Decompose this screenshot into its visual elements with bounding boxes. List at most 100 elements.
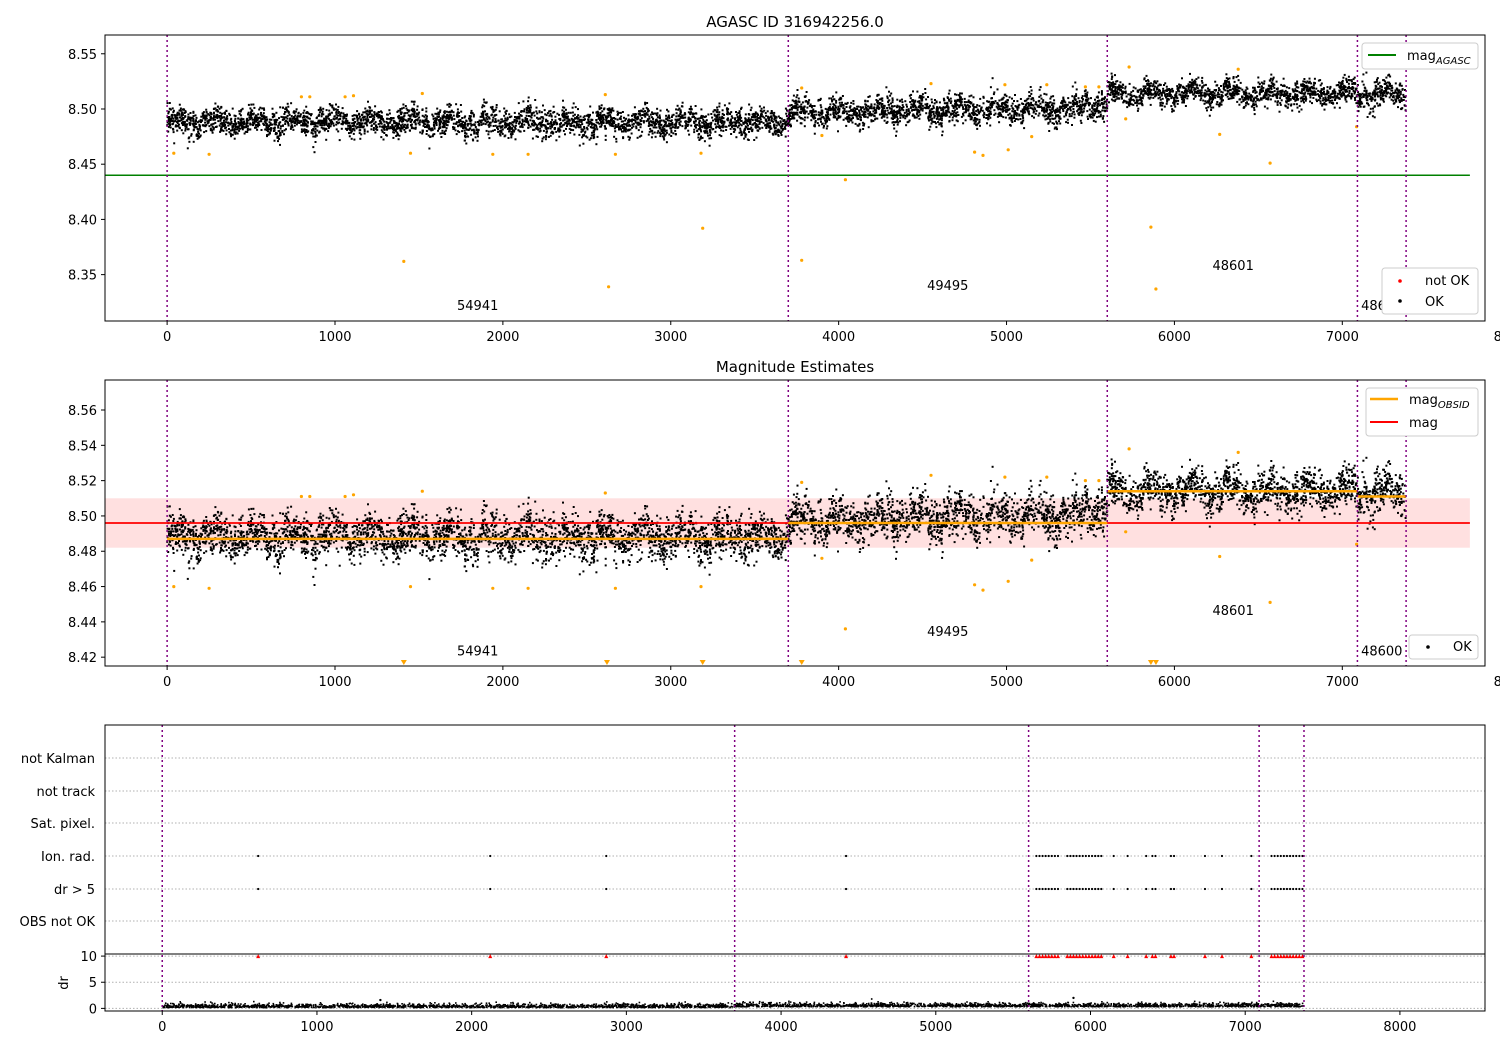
ok-point	[503, 114, 506, 117]
ok-point	[438, 111, 441, 114]
ok-point	[1062, 110, 1065, 112]
ok-point	[231, 107, 234, 110]
ok-point	[997, 113, 1000, 116]
ok-point	[530, 114, 533, 117]
ok-point	[209, 111, 212, 114]
ok-point	[548, 122, 551, 125]
ok-point	[578, 120, 581, 123]
ok-point	[225, 129, 228, 132]
ok-point	[540, 111, 543, 114]
ok-point	[295, 123, 298, 126]
ok-point	[592, 135, 595, 138]
ok-point	[329, 113, 332, 116]
ok-point	[940, 113, 943, 116]
ok-point	[545, 134, 547, 137]
ok-point	[272, 127, 275, 130]
ok-point	[323, 117, 326, 120]
ok-point	[703, 131, 706, 134]
ok-point	[1071, 85, 1074, 88]
ok-point	[189, 122, 192, 125]
ok-point	[414, 126, 417, 129]
ok-point	[728, 112, 731, 115]
ok-point	[497, 130, 500, 133]
ok-point	[468, 115, 471, 117]
ok-point	[213, 111, 215, 114]
ok-point	[1099, 104, 1101, 107]
ok-point	[217, 115, 220, 118]
ok-point	[973, 117, 976, 119]
ok-point	[229, 118, 232, 121]
ok-point	[363, 122, 366, 125]
ok-point	[581, 129, 584, 132]
ok-point	[972, 108, 975, 111]
ok-point	[1092, 114, 1095, 117]
ok-point	[839, 115, 842, 118]
ok-point	[979, 97, 982, 100]
ok-point	[411, 118, 413, 121]
ok-point	[1074, 81, 1077, 84]
ok-point	[948, 89, 951, 92]
ok-point	[890, 92, 893, 95]
ok-point	[184, 129, 187, 132]
ok-point	[231, 125, 234, 128]
ok-point	[358, 115, 361, 118]
ok-point	[972, 107, 975, 110]
ok-point	[982, 102, 985, 105]
ok-point	[757, 114, 759, 116]
ok-point	[195, 116, 198, 119]
ok-point	[992, 93, 995, 96]
ok-point	[895, 111, 898, 114]
ok-point	[633, 106, 636, 109]
ok-point	[694, 119, 697, 122]
ok-point	[761, 110, 764, 113]
ok-point	[508, 124, 511, 127]
ok-point	[650, 120, 653, 123]
ok-point	[293, 116, 296, 118]
ok-point	[212, 122, 215, 125]
ok-point	[426, 115, 428, 118]
ok-point	[523, 123, 526, 126]
ok-point	[619, 125, 622, 128]
ok-point	[844, 110, 847, 113]
ok-point	[830, 97, 833, 100]
ok-point	[880, 104, 883, 107]
ok-point	[437, 116, 440, 118]
ok-point	[179, 109, 182, 112]
ok-point	[1007, 113, 1010, 116]
ok-point	[328, 112, 331, 115]
ok-point	[617, 122, 620, 125]
ok-point	[438, 123, 441, 126]
ok-point	[325, 120, 328, 122]
ok-point	[856, 124, 859, 127]
ok-point	[996, 88, 999, 91]
ok-point	[888, 103, 891, 106]
ok-point	[899, 116, 902, 119]
ok-point	[893, 127, 896, 130]
ok-point	[950, 112, 953, 115]
ok-point	[742, 121, 745, 124]
ok-point	[482, 115, 485, 118]
ok-point	[916, 108, 919, 111]
ok-point	[551, 131, 554, 134]
ok-point	[552, 111, 555, 114]
ok-point	[546, 112, 549, 115]
ok-point	[918, 105, 921, 108]
ok-point	[498, 125, 501, 128]
ok-point	[608, 120, 611, 123]
ok-point	[792, 94, 795, 97]
ok-point	[642, 120, 645, 123]
ok-point	[874, 118, 876, 121]
ok-point	[572, 129, 575, 132]
ok-point	[512, 129, 514, 132]
ok-point	[183, 121, 186, 124]
ok-point	[448, 114, 451, 117]
ok-point	[202, 112, 205, 115]
ok-point	[530, 123, 533, 126]
ok-point	[508, 130, 511, 133]
ok-point	[553, 123, 555, 126]
ok-point	[602, 121, 605, 124]
ok-point	[990, 101, 993, 104]
ok-point	[258, 124, 261, 127]
ok-point	[857, 117, 860, 120]
ok-point	[878, 101, 881, 104]
